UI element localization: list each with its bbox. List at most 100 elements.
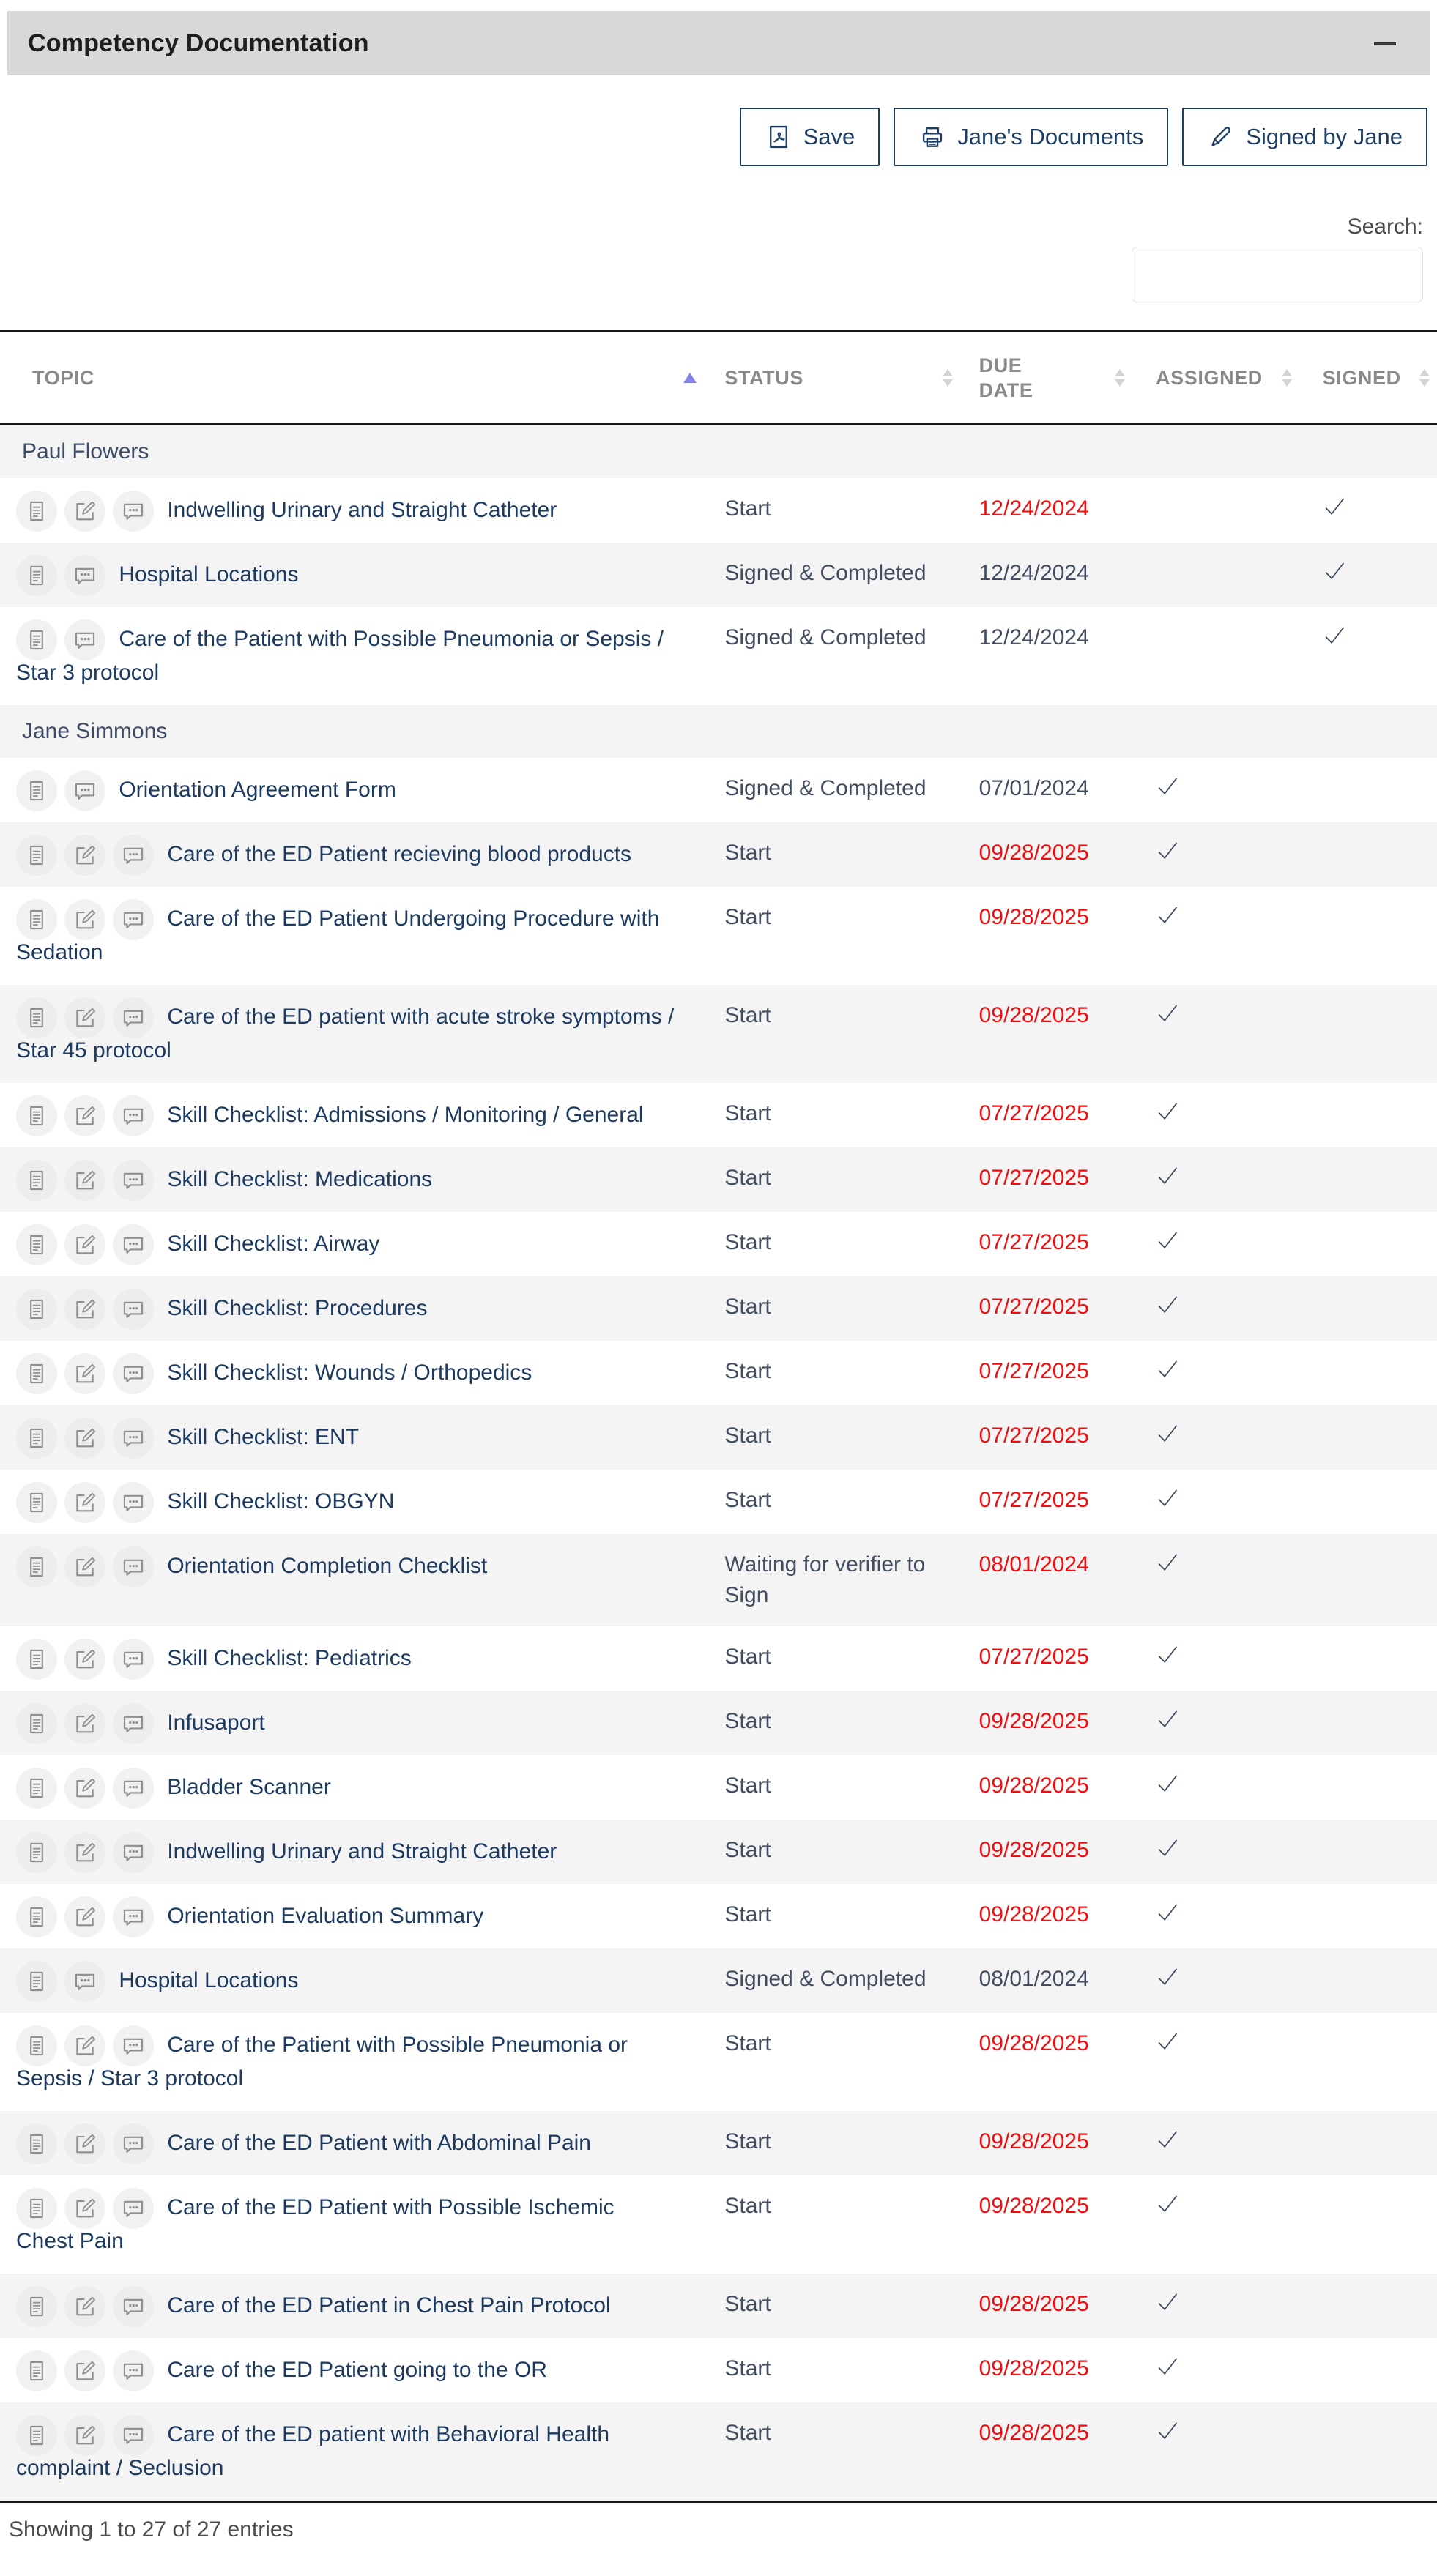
comment-icon[interactable] (64, 555, 105, 597)
edit-icon[interactable] (64, 1896, 105, 1938)
document-icon[interactable] (16, 1095, 57, 1137)
minimize-icon[interactable] (1374, 41, 1396, 45)
topic-label: Skill Checklist: Pediatrics (161, 1646, 412, 1670)
comment-icon[interactable] (113, 997, 154, 1039)
comment-icon[interactable] (113, 1289, 154, 1330)
document-icon[interactable] (16, 899, 57, 941)
edit-icon[interactable] (64, 1160, 105, 1202)
edit-icon[interactable] (64, 835, 105, 876)
signed-cell (1299, 1755, 1437, 1820)
comment-icon[interactable] (113, 2350, 154, 2392)
document-icon[interactable] (16, 1546, 57, 1588)
column-header-signed[interactable]: SIGNED (1299, 330, 1437, 425)
comment-icon[interactable] (113, 2286, 154, 2328)
column-header-assigned[interactable]: ASSIGNED (1132, 330, 1299, 425)
edit-icon[interactable] (64, 2123, 105, 2165)
edit-icon[interactable] (64, 2415, 105, 2457)
edit-icon[interactable] (64, 1703, 105, 1745)
comment-icon[interactable] (113, 2188, 154, 2230)
document-icon[interactable] (16, 2188, 57, 2230)
due-date-cell: 09/28/2025 (959, 2402, 1133, 2502)
edit-icon[interactable] (64, 997, 105, 1039)
document-icon[interactable] (16, 1832, 57, 1874)
comment-icon[interactable] (113, 835, 154, 876)
document-icon[interactable] (16, 1224, 57, 1266)
comment-icon[interactable] (113, 1353, 154, 1395)
edit-icon[interactable] (64, 1768, 105, 1809)
assigned-cell (1132, 1691, 1299, 1755)
comment-icon[interactable] (113, 2415, 154, 2457)
edit-icon[interactable] (64, 1546, 105, 1588)
edit-icon[interactable] (64, 1224, 105, 1266)
comment-icon[interactable] (64, 770, 105, 812)
comment-icon[interactable] (113, 1546, 154, 1588)
due-date-cell: 09/28/2025 (979, 2194, 1089, 2218)
edit-icon[interactable] (64, 491, 105, 532)
document-icon[interactable] (16, 1418, 57, 1459)
document-icon[interactable] (16, 997, 57, 1039)
document-icon[interactable] (16, 2025, 57, 2067)
edit-icon[interactable] (64, 1482, 105, 1524)
status-cell: Signed & Completed (704, 1948, 960, 2013)
comment-icon[interactable] (64, 619, 105, 661)
edit-icon[interactable] (64, 2286, 105, 2328)
edit-icon[interactable] (64, 1095, 105, 1137)
document-icon[interactable] (16, 2415, 57, 2457)
document-icon[interactable] (16, 1768, 57, 1809)
document-icon[interactable] (16, 1353, 57, 1395)
comment-icon[interactable] (64, 1961, 105, 2003)
comment-icon[interactable] (113, 1224, 154, 1266)
column-header-due-date[interactable]: DUE DATE (959, 330, 1133, 425)
check-icon (1158, 1232, 1177, 1248)
save-button[interactable]: Save (739, 108, 880, 166)
edit-icon[interactable] (64, 2350, 105, 2392)
comment-icon[interactable] (113, 1768, 154, 1809)
comment-icon[interactable] (113, 491, 154, 532)
comment-icon[interactable] (113, 2123, 154, 2165)
document-icon[interactable] (16, 1961, 57, 2003)
table-row: Skill Checklist: Pediatrics Start 07/27/20… (0, 1626, 1437, 1691)
comment-icon[interactable] (113, 1160, 154, 1202)
comment-icon[interactable] (113, 1418, 154, 1459)
document-icon[interactable] (16, 835, 57, 876)
edit-icon[interactable] (64, 2188, 105, 2230)
comment-icon[interactable] (113, 1639, 154, 1680)
edit-icon[interactable] (64, 2025, 105, 2067)
document-icon[interactable] (16, 770, 57, 812)
edit-icon[interactable] (64, 1353, 105, 1395)
comment-icon[interactable] (113, 1095, 154, 1137)
topic-cell: Skill Checklist: ENT (0, 1405, 705, 1470)
document-icon[interactable] (16, 619, 57, 661)
column-header-status[interactable]: STATUS (704, 330, 960, 425)
status-cell: Start (704, 1147, 960, 1212)
document-icon[interactable] (16, 2123, 57, 2165)
signed-by-button[interactable]: Signed by Jane (1182, 108, 1427, 166)
edit-icon[interactable] (64, 1832, 105, 1874)
document-icon[interactable] (16, 2286, 57, 2328)
document-icon[interactable] (16, 1160, 57, 1202)
check-icon (1158, 907, 1177, 923)
edit-icon[interactable] (64, 1639, 105, 1680)
document-icon[interactable] (16, 1482, 57, 1524)
signed-cell (1299, 2175, 1437, 2274)
comment-icon[interactable] (113, 1896, 154, 1938)
document-icon[interactable] (16, 1896, 57, 1938)
signed-cell (1299, 607, 1437, 705)
document-icon[interactable] (16, 555, 57, 597)
document-icon[interactable] (16, 1289, 57, 1330)
edit-icon[interactable] (64, 1289, 105, 1330)
column-header-topic[interactable]: TOPIC (0, 330, 705, 425)
comment-icon[interactable] (113, 1703, 154, 1745)
document-icon[interactable] (16, 491, 57, 532)
comment-icon[interactable] (113, 2025, 154, 2067)
document-icon[interactable] (16, 2350, 57, 2392)
documents-button[interactable]: Jane's Documents (894, 108, 1169, 166)
comment-icon[interactable] (113, 1482, 154, 1524)
edit-icon[interactable] (64, 1418, 105, 1459)
document-icon[interactable] (16, 1639, 57, 1680)
comment-icon[interactable] (113, 1832, 154, 1874)
search-input[interactable] (1132, 247, 1423, 302)
edit-icon[interactable] (64, 899, 105, 941)
document-icon[interactable] (16, 1703, 57, 1745)
comment-icon[interactable] (113, 899, 154, 941)
